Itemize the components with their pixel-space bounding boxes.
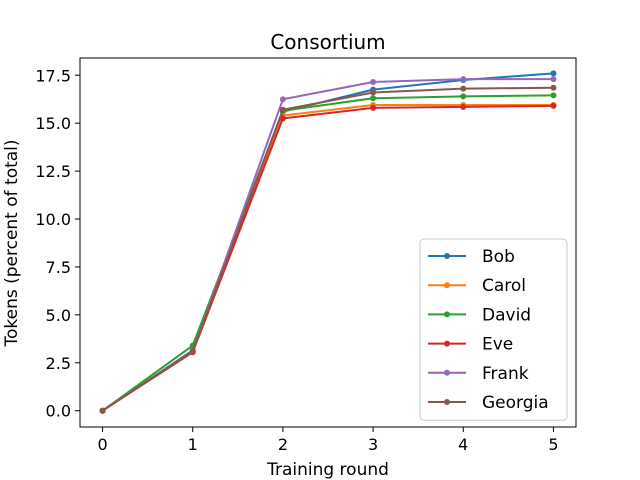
x-tick-label: 2 — [278, 435, 288, 454]
x-tick-label: 1 — [188, 435, 198, 454]
data-point — [460, 76, 467, 83]
data-point — [370, 104, 377, 111]
data-point — [279, 106, 286, 113]
legend-label: David — [482, 305, 531, 325]
data-point — [550, 92, 557, 99]
data-point — [460, 103, 467, 110]
x-axis-label: Training round — [266, 460, 389, 480]
legend-label: Frank — [482, 364, 529, 384]
x-tick-label: 4 — [458, 435, 468, 454]
data-point — [550, 84, 557, 91]
y-tick-label: 12.5 — [35, 162, 71, 181]
data-point — [550, 70, 557, 77]
legend-item: Eve — [428, 335, 513, 355]
x-tick-label: 0 — [97, 435, 107, 454]
data-point — [279, 96, 286, 103]
legend-label: Carol — [482, 276, 526, 296]
y-tick-label: 10.0 — [35, 210, 71, 229]
plot-area: 0 1 2 3 4 5 0.0 2.5 5.0 7.5 10.0 12.5 15.0 17.5 — [35, 57, 577, 454]
legend-marker — [444, 340, 450, 347]
series-line — [101, 86, 554, 412]
y-tick-label: 17.5 — [35, 66, 71, 85]
legend-label: Eve — [482, 335, 513, 355]
data-point — [370, 89, 377, 96]
x-tick-label: 3 — [368, 435, 378, 454]
legend-item: Georgia — [428, 393, 549, 413]
chart-title: Consortium — [270, 30, 385, 54]
legend-marker — [444, 311, 450, 318]
y-tick-label: 5.0 — [46, 306, 71, 325]
legend: Bob Carol David Eve Frank Georgia — [419, 238, 568, 421]
data-point — [370, 78, 377, 85]
legend-item: Frank — [428, 364, 529, 384]
data-point — [460, 85, 467, 92]
legend-marker — [444, 369, 450, 376]
series-georgia — [99, 84, 557, 414]
y-tick-label: 2.5 — [46, 354, 71, 373]
x-tick-label: 5 — [548, 435, 558, 454]
legend-label: Georgia — [482, 393, 549, 413]
data-point — [370, 95, 377, 102]
data-point — [279, 115, 286, 122]
legend-marker — [444, 253, 450, 259]
data-point — [99, 407, 106, 414]
series-line — [101, 94, 554, 412]
data-point — [550, 102, 557, 109]
legend-marker — [444, 282, 450, 289]
legend-label: Bob — [482, 247, 515, 267]
series-david — [99, 92, 557, 414]
legend-item: Carol — [428, 276, 526, 296]
legend-item: Bob — [428, 247, 515, 267]
data-point — [460, 93, 467, 100]
data-point — [189, 348, 196, 355]
y-tick-label: 15.0 — [35, 114, 71, 133]
y-axis-label: Tokens (percent of total) — [2, 139, 22, 347]
y-tick-label: 0.0 — [46, 402, 71, 421]
y-tick-label: 7.5 — [46, 258, 71, 277]
legend-marker — [444, 399, 450, 405]
plot-frame — [79, 57, 577, 428]
data-point — [550, 76, 557, 83]
legend-item: David — [428, 305, 531, 325]
